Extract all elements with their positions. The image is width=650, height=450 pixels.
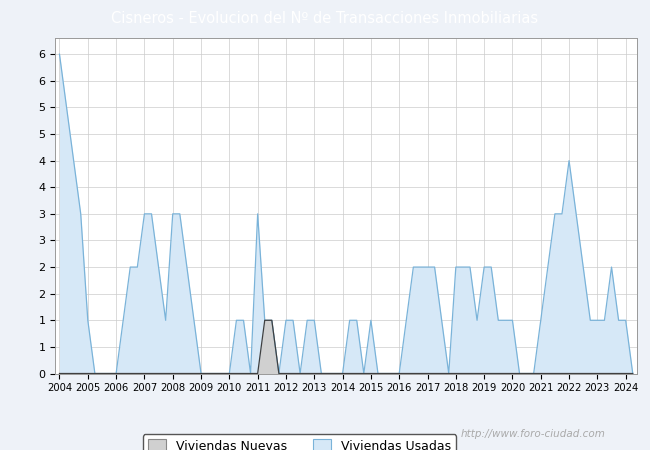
Legend: Viviendas Nuevas, Viviendas Usadas: Viviendas Nuevas, Viviendas Usadas xyxy=(143,434,456,450)
Text: Cisneros - Evolucion del Nº de Transacciones Inmobiliarias: Cisneros - Evolucion del Nº de Transacci… xyxy=(111,11,539,26)
Text: http://www.foro-ciudad.com: http://www.foro-ciudad.com xyxy=(461,429,605,439)
